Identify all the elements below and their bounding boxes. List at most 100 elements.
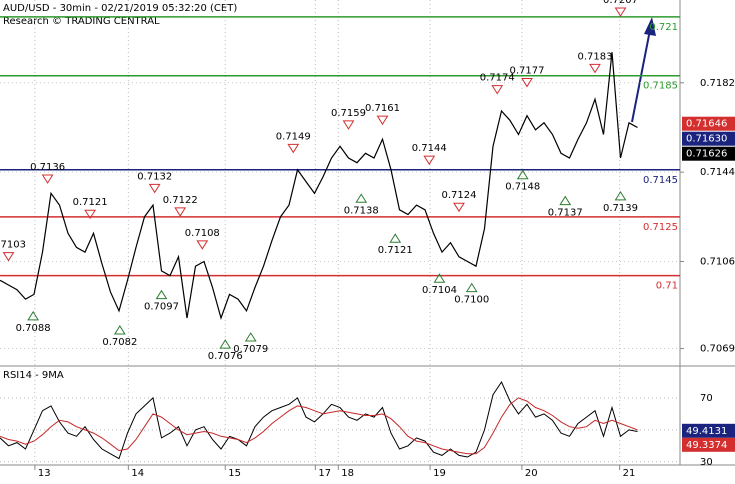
- y-tick-label: 0.7106: [700, 257, 735, 268]
- pivot-marker: [342, 120, 355, 130]
- pivot-label: 0.7183: [578, 51, 613, 62]
- rsi-tag: 49.3374: [682, 437, 735, 452]
- pivot: 0.7097: [144, 289, 179, 313]
- pivot: 0.7124: [442, 190, 477, 213]
- x-tick-label: 18: [341, 468, 354, 479]
- pivot-label: 0.7103: [0, 240, 26, 251]
- level-label: 0.721: [649, 22, 678, 33]
- rsi-tag-box: [682, 423, 735, 438]
- pivot-marker: [389, 233, 402, 243]
- pivot: 0.7082: [102, 325, 137, 348]
- level-label: 0.71: [656, 281, 678, 292]
- x-tick-label: 14: [131, 468, 144, 479]
- rsi-tag-label: 49.4131: [686, 426, 727, 437]
- pivot-marker: [155, 289, 168, 300]
- pivot: 0.7144: [412, 143, 447, 166]
- price-tag-label: 0.71630: [686, 134, 727, 145]
- rsi-tag: 49.4131: [682, 423, 735, 438]
- pivot-label: 0.7137: [548, 208, 583, 219]
- pivot: 0.7149: [276, 131, 311, 154]
- pivot: 0.7108: [185, 228, 220, 250]
- level-label: 0.7145: [643, 175, 678, 186]
- pivot: 0.7161: [365, 103, 400, 126]
- pivot-marker: [423, 155, 436, 166]
- pivot-marker: [41, 174, 54, 184]
- pivot-label: 0.7121: [73, 197, 108, 208]
- pivot-label: 0.7139: [603, 203, 638, 214]
- pivot-marker: [196, 240, 209, 250]
- pivot-label: 0.7122: [163, 195, 198, 206]
- pivot: 0.7104: [422, 273, 457, 296]
- pivot-label: 0.7104: [422, 285, 457, 296]
- pivot: 0.7121: [378, 233, 413, 256]
- rsi-line: [0, 397, 638, 455]
- pivot: 0.7136: [30, 162, 65, 184]
- rsi-line: [0, 380, 638, 460]
- rsi-tick-label: 70: [700, 393, 713, 404]
- y-tick-label: 0.7069: [700, 344, 735, 355]
- rsi-title: RSI14 - 9MA: [3, 370, 64, 381]
- rsi-tick-label: 30: [700, 457, 713, 468]
- pivot-marker: [521, 78, 533, 88]
- pivot-label: 0.7108: [185, 228, 220, 239]
- price-tag-box: [682, 116, 735, 131]
- price-tag: 0.71630: [682, 131, 735, 146]
- x-tick-label: 20: [525, 468, 538, 479]
- pivot-label: 0.7136: [30, 162, 65, 173]
- pivot-marker: [433, 273, 446, 283]
- pivot-marker: [376, 115, 389, 126]
- chart-subtitle: Research © TRADING CENTRAL: [3, 16, 160, 27]
- pivot-label: 0.7132: [137, 171, 172, 182]
- price-tag-box: [682, 131, 735, 146]
- pivot: 0.7148: [505, 169, 540, 193]
- level-label: 0.7125: [643, 222, 678, 233]
- arrow-head: [644, 17, 656, 36]
- pivot-label: 0.7149: [276, 131, 311, 142]
- price-tag: 0.71646: [682, 116, 735, 131]
- pivot-label: 0.7148: [505, 182, 540, 193]
- pivot-marker: [2, 252, 15, 262]
- pivot: 0.7183: [578, 51, 613, 74]
- rsi-tag-box: [682, 437, 735, 452]
- pivot-label: 0.7124: [442, 190, 477, 201]
- pivot-marker: [516, 169, 529, 180]
- pivot-label: 0.7097: [144, 302, 179, 313]
- x-tick-label: 13: [38, 468, 51, 479]
- pivot-marker: [491, 85, 504, 95]
- x-tick-label: 21: [623, 468, 636, 479]
- price-tag: 0.71626: [682, 146, 735, 161]
- pivot: 0.7103: [0, 240, 26, 262]
- pivot-marker: [148, 183, 161, 194]
- pivot: 0.7137: [548, 195, 583, 219]
- pivot: 0.7121: [73, 197, 108, 220]
- pivot: 0.7122: [163, 195, 198, 217]
- pivot-marker: [465, 282, 478, 293]
- pivot: 0.7174: [480, 73, 515, 95]
- pivot: 0.7139: [603, 190, 638, 214]
- pivot: 0.7132: [137, 171, 172, 194]
- price-line: [0, 52, 638, 320]
- price-tag-label: 0.71626: [686, 149, 727, 160]
- pivot-label: 0.7138: [344, 205, 379, 216]
- pivot-marker: [27, 310, 40, 321]
- pivot: 0.7079: [233, 332, 268, 355]
- pivot-label: 0.7144: [412, 143, 447, 154]
- pivot-marker: [84, 209, 97, 220]
- pivot: 0.7177: [510, 66, 545, 88]
- pivot-marker: [219, 339, 232, 349]
- y-tick-label: 0.7182: [700, 78, 735, 89]
- level-label: 0.7185: [643, 81, 678, 92]
- pivot: 0.7088: [16, 310, 51, 334]
- pivot-marker: [453, 202, 465, 213]
- x-tick-label: 19: [433, 468, 446, 479]
- pivot-label: 0.7174: [480, 73, 515, 84]
- rsi-tag-label: 49.3374: [686, 440, 727, 451]
- pivot: 0.7076: [208, 339, 243, 362]
- pivot-marker: [244, 332, 257, 342]
- pivot-label: 0.7076: [208, 351, 243, 362]
- pivot-label: 0.7177: [510, 66, 545, 77]
- pivot-marker: [287, 143, 300, 154]
- pivot-label: 0.7121: [378, 245, 413, 256]
